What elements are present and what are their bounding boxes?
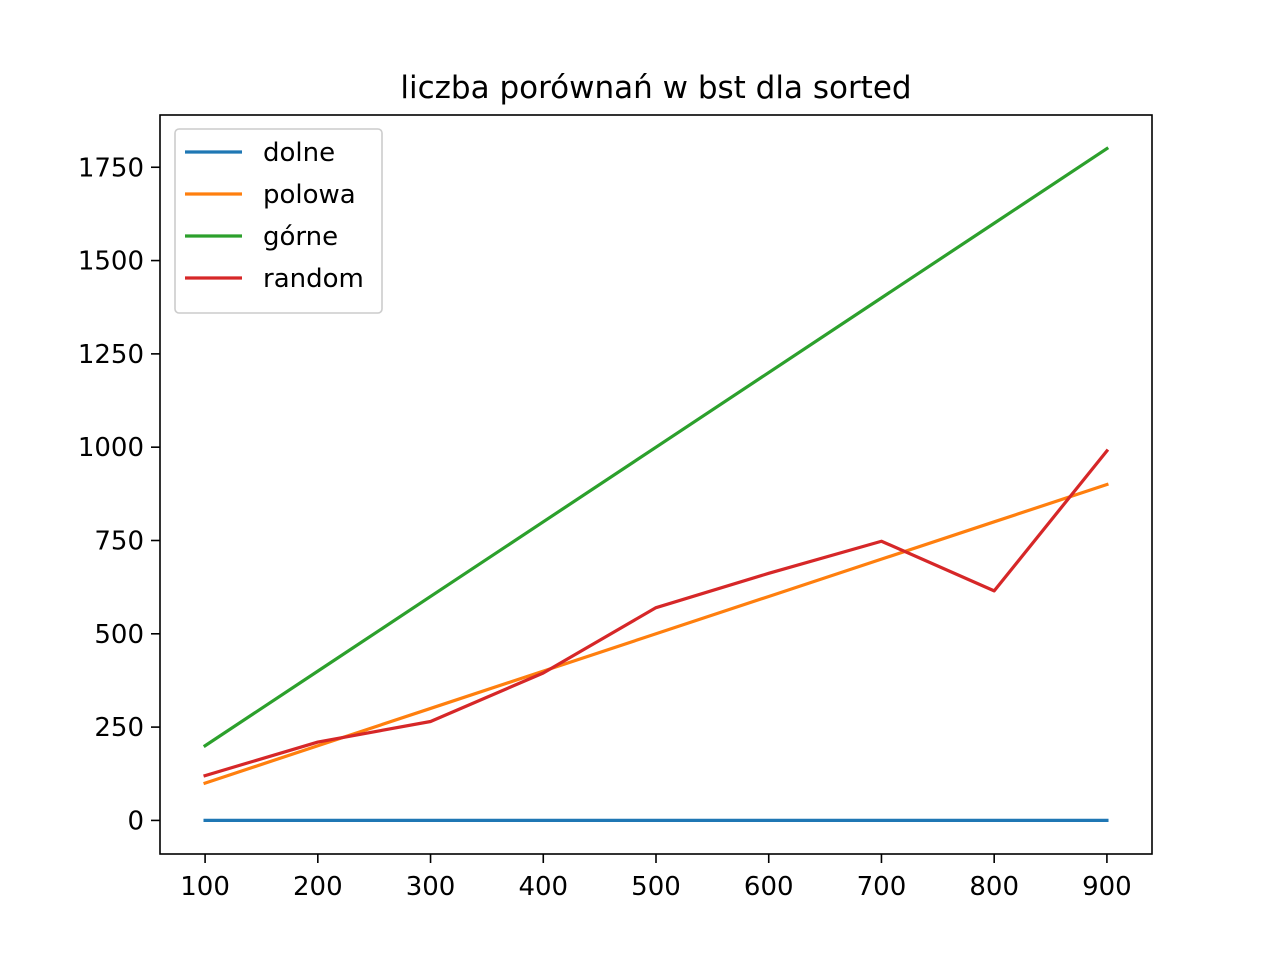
x-tick-label-500: 500 <box>631 872 681 902</box>
y-tick-label-1750: 1750 <box>78 153 144 183</box>
x-tick-label-100: 100 <box>180 872 230 902</box>
legend-label-górne: górne <box>263 222 338 252</box>
legend-box <box>174 128 383 314</box>
y-tick-label-1500: 1500 <box>78 247 144 277</box>
chart-title: liczba porównań w bst dla sorted <box>400 70 911 106</box>
x-tick-label-800: 800 <box>969 872 1019 902</box>
series-line-random <box>203 448 1110 778</box>
legend-label-random: random <box>263 264 364 294</box>
series-line-górne <box>202 146 1110 748</box>
x-tick-label-600: 600 <box>744 872 794 902</box>
series-line-polowa <box>203 482 1109 786</box>
y-tick-label-1000: 1000 <box>78 433 144 463</box>
legend-label-polowa: polowa <box>263 180 356 210</box>
axes: 100 200 300 400 500 600 700 800 900 0 250 500 750 100… <box>78 114 1153 902</box>
x-tick-label-400: 400 <box>518 872 568 902</box>
y-tick-label-0: 0 <box>127 806 144 836</box>
y-tick-label-500: 500 <box>94 620 144 650</box>
x-tick-label-300: 300 <box>406 872 456 902</box>
y-tick-label-250: 250 <box>94 713 144 743</box>
y-tick-label-750: 750 <box>94 526 144 556</box>
x-tick-label-700: 700 <box>857 872 907 902</box>
plot-area <box>202 146 1110 823</box>
x-tick-label-900: 900 <box>1082 872 1132 902</box>
legend-label-dolne: dolne <box>263 138 335 168</box>
legend: dolne polowa górne random <box>174 128 383 314</box>
x-tick-label-200: 200 <box>293 872 343 902</box>
y-tick-label-1250: 1250 <box>78 340 144 370</box>
